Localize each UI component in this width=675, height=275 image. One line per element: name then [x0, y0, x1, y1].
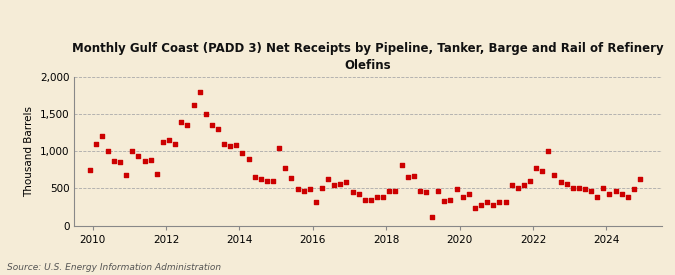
Point: [304, 187, 315, 191]
Point: [347, 190, 358, 194]
Point: [598, 185, 609, 190]
Point: [176, 119, 187, 124]
Point: [280, 165, 291, 170]
Point: [317, 186, 327, 191]
Point: [335, 182, 346, 186]
Point: [261, 179, 272, 183]
Point: [524, 179, 535, 183]
Point: [341, 180, 352, 184]
Point: [628, 187, 639, 191]
Y-axis label: Thousand Barrels: Thousand Barrels: [24, 106, 34, 197]
Point: [268, 179, 279, 183]
Point: [384, 188, 395, 193]
Point: [537, 168, 547, 173]
Point: [531, 166, 541, 170]
Point: [482, 200, 493, 205]
Point: [97, 134, 107, 139]
Point: [323, 177, 333, 181]
Point: [518, 183, 529, 188]
Point: [512, 185, 523, 190]
Point: [488, 203, 499, 208]
Point: [390, 188, 401, 193]
Point: [568, 185, 578, 190]
Point: [470, 205, 481, 210]
Point: [433, 189, 443, 194]
Point: [182, 122, 193, 127]
Point: [366, 197, 377, 202]
Point: [353, 192, 364, 197]
Point: [103, 149, 113, 153]
Point: [145, 158, 156, 162]
Point: [427, 215, 437, 219]
Point: [506, 183, 517, 187]
Point: [151, 171, 162, 176]
Point: [200, 112, 211, 116]
Point: [402, 175, 413, 180]
Point: [359, 197, 370, 202]
Point: [255, 177, 266, 182]
Point: [207, 123, 217, 128]
Point: [90, 142, 101, 146]
Point: [592, 195, 603, 199]
Point: [157, 139, 168, 144]
Point: [163, 138, 174, 142]
Title: Monthly Gulf Coast (PADD 3) Net Receipts by Pipeline, Tanker, Barge and Rail of : Monthly Gulf Coast (PADD 3) Net Receipts…: [72, 42, 664, 72]
Point: [494, 200, 505, 204]
Point: [610, 189, 621, 194]
Point: [133, 153, 144, 158]
Point: [286, 176, 297, 180]
Point: [616, 191, 627, 196]
Point: [543, 149, 554, 153]
Point: [562, 182, 572, 186]
Point: [580, 187, 591, 191]
Point: [249, 175, 260, 180]
Point: [555, 180, 566, 184]
Point: [622, 194, 633, 199]
Point: [219, 142, 230, 146]
Point: [396, 163, 407, 167]
Point: [439, 199, 450, 203]
Point: [378, 194, 389, 199]
Text: Source: U.S. Energy Information Administration: Source: U.S. Energy Information Administ…: [7, 263, 221, 272]
Point: [194, 90, 205, 94]
Point: [243, 156, 254, 161]
Point: [292, 187, 303, 191]
Point: [586, 188, 597, 193]
Point: [445, 197, 456, 202]
Point: [574, 186, 585, 191]
Point: [298, 188, 309, 193]
Point: [127, 149, 138, 153]
Point: [421, 190, 431, 194]
Point: [237, 150, 248, 155]
Point: [414, 188, 425, 193]
Point: [604, 192, 615, 197]
Point: [188, 103, 199, 108]
Point: [115, 160, 126, 164]
Point: [109, 159, 119, 163]
Point: [231, 143, 242, 147]
Point: [408, 174, 419, 179]
Point: [457, 195, 468, 199]
Point: [170, 142, 181, 146]
Point: [451, 187, 462, 191]
Point: [84, 168, 95, 172]
Point: [329, 183, 340, 188]
Point: [464, 191, 475, 196]
Point: [549, 173, 560, 177]
Point: [139, 159, 150, 163]
Point: [634, 177, 645, 181]
Point: [213, 127, 223, 131]
Point: [121, 173, 132, 177]
Point: [274, 145, 285, 150]
Point: [372, 194, 383, 199]
Point: [500, 200, 511, 205]
Point: [225, 144, 236, 148]
Point: [476, 203, 487, 208]
Point: [310, 200, 321, 205]
